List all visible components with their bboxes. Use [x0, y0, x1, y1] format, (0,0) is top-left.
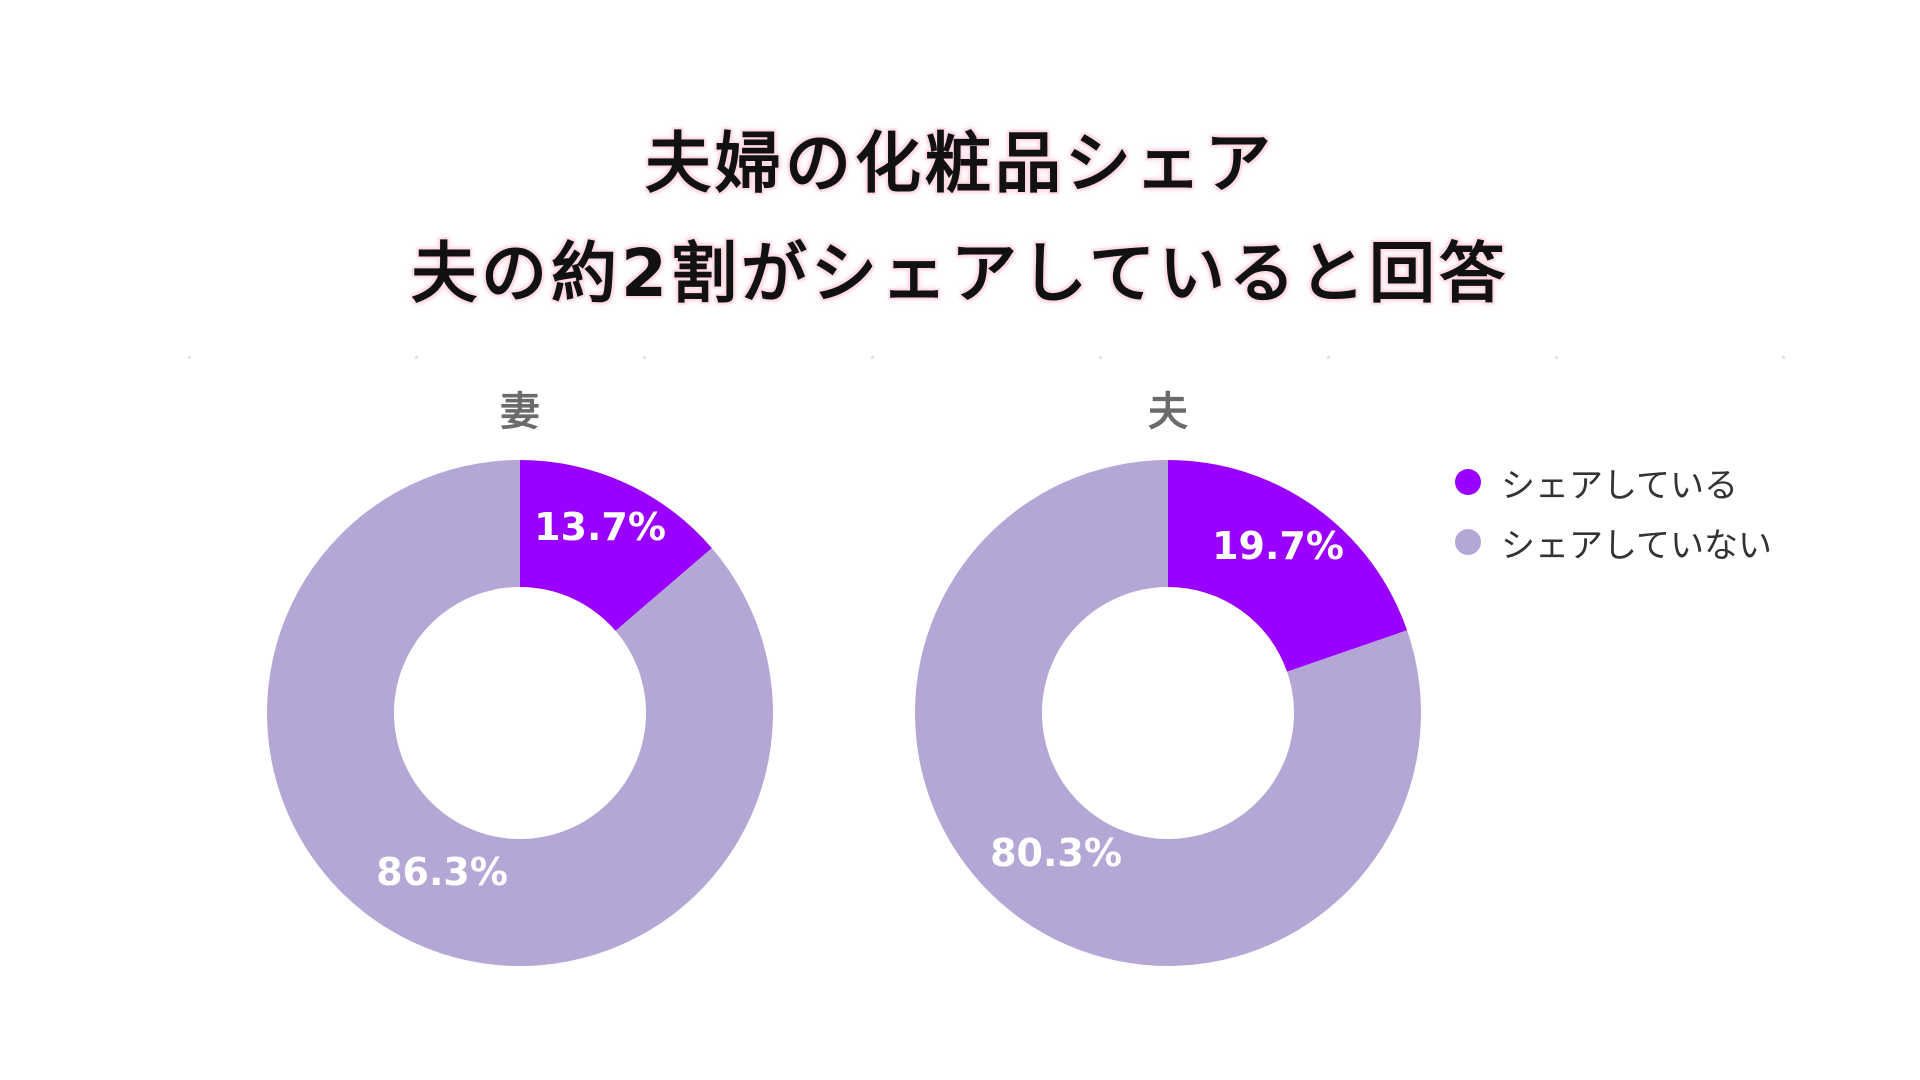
separator-dot: [1782, 356, 1785, 359]
separator-dot: [643, 356, 646, 359]
donut-slice-wife-share: [520, 460, 712, 631]
legend-swatch-no-share: [1455, 529, 1481, 555]
separator-dot: [871, 356, 874, 359]
legend-item-share[interactable]: シェアしている: [1455, 452, 1772, 512]
separator-dot: [1099, 356, 1102, 359]
legend: シェアしている シェアしていない: [1455, 452, 1772, 572]
donut-slice-wife-no-share: [266, 460, 773, 966]
chart-title-wife: 妻: [500, 389, 540, 435]
separator-dot: [1327, 356, 1330, 359]
legend-label-no-share: シェアしていない: [1501, 525, 1772, 566]
slice-label-husband-share: 19.7%: [1212, 524, 1344, 568]
slice-label-wife-no-share: 86.3%: [376, 850, 508, 894]
separator-dot: [188, 356, 191, 359]
donut-chart-husband: 夫 19.7% 80.3%: [915, 389, 1422, 966]
title-line-1: 夫婦の化粧品シェア: [645, 125, 1275, 202]
donut-chart-wife: 妻 13.7% 86.3%: [266, 389, 773, 966]
slice-label-wife-share: 13.7%: [534, 505, 666, 549]
donut-slice-husband-share: [1168, 460, 1408, 672]
legend-swatch-share: [1455, 469, 1481, 495]
donut-slice-husband-no-share: [915, 460, 1422, 966]
separator-dot: [415, 356, 418, 359]
legend-label-share: シェアしている: [1501, 465, 1738, 506]
title-line-2: 夫の約2割がシェアしていると回答: [411, 235, 1509, 312]
dotted-separator: [0, 356, 1920, 360]
legend-item-no-share[interactable]: シェアしていない: [1455, 512, 1772, 572]
separator-dot: [1555, 356, 1558, 359]
chart-title-husband: 夫: [1148, 389, 1189, 435]
slice-label-husband-no-share: 80.3%: [990, 831, 1122, 875]
